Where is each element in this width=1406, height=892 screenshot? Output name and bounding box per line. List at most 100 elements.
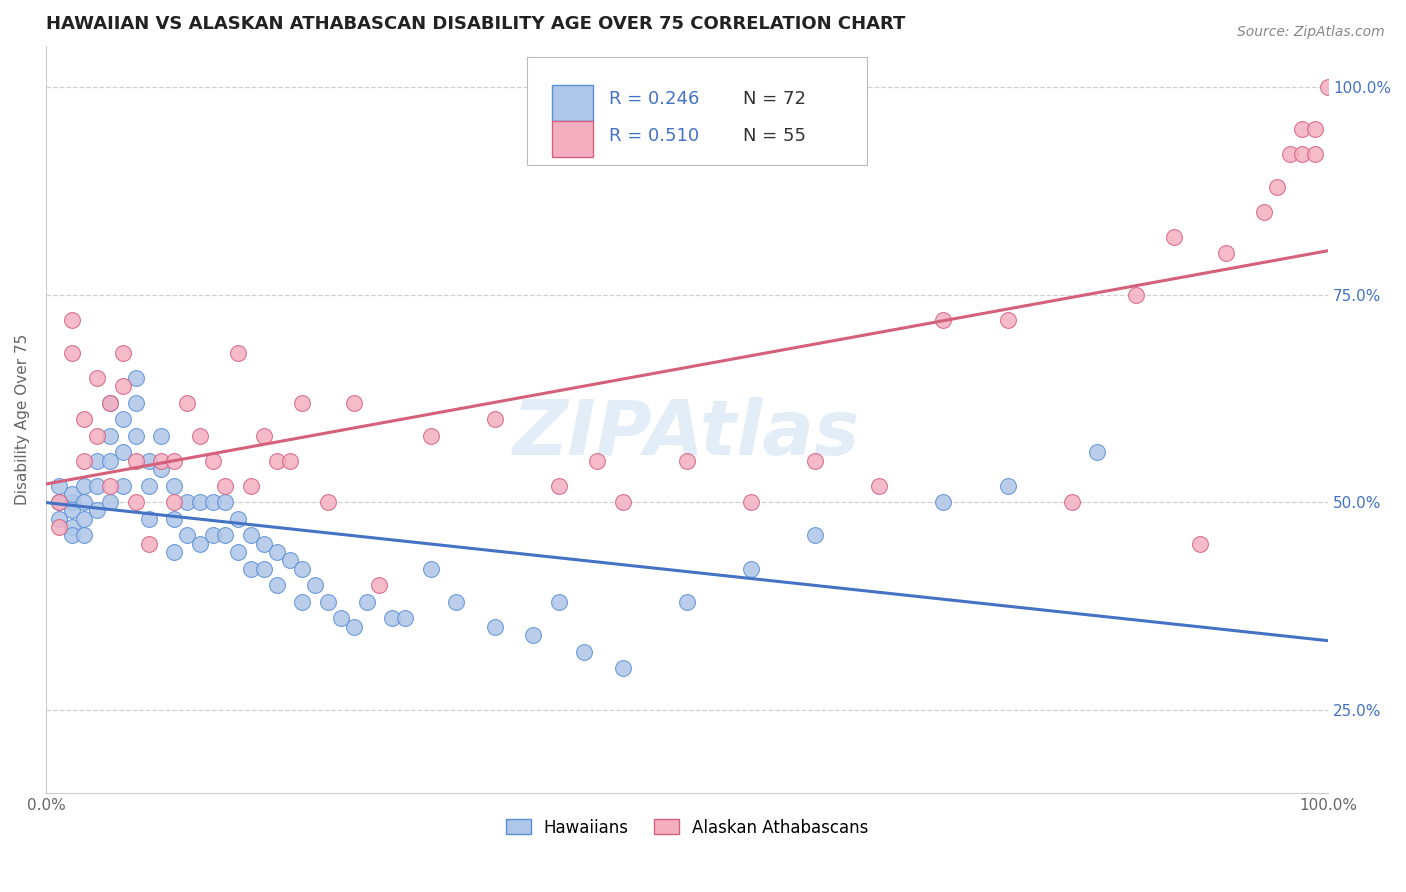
Point (60, 520, 83, 534)
Point (226, 512, 249, 526)
Point (1253, 204, 1275, 219)
Y-axis label: Disability Age Over 75: Disability Age Over 75 (15, 334, 30, 505)
Point (86, 453, 108, 467)
Point (547, 595, 569, 609)
Point (73, 412, 96, 426)
Point (163, 478, 186, 492)
Point (60, 503, 83, 517)
Point (394, 611, 416, 625)
Point (484, 412, 506, 426)
Point (316, 495, 339, 509)
Point (150, 429, 173, 443)
Point (48, 495, 70, 509)
Point (60, 487, 83, 501)
Point (997, 312, 1019, 326)
Point (111, 412, 134, 426)
Point (1215, 246, 1237, 260)
Point (201, 495, 224, 509)
Point (48, 495, 70, 509)
Point (676, 453, 699, 467)
Point (240, 561, 263, 575)
Text: Source: ZipAtlas.com: Source: ZipAtlas.com (1237, 25, 1385, 39)
Point (48, 478, 70, 492)
Point (138, 453, 160, 467)
Point (240, 478, 263, 492)
Point (48, 520, 70, 534)
Point (60, 495, 83, 509)
Point (1305, 121, 1327, 136)
Point (1188, 536, 1211, 550)
Point (266, 545, 288, 559)
Point (446, 595, 468, 609)
Point (214, 495, 236, 509)
Point (150, 453, 173, 467)
Point (138, 478, 160, 492)
Point (266, 453, 288, 467)
Point (201, 453, 224, 467)
Point (547, 478, 569, 492)
Point (1317, 80, 1340, 95)
Point (740, 495, 762, 509)
Point (111, 379, 134, 393)
Point (214, 528, 236, 542)
Point (291, 561, 314, 575)
Point (484, 620, 506, 634)
Point (125, 495, 148, 509)
Point (419, 561, 441, 575)
Point (343, 620, 366, 634)
Point (291, 395, 314, 409)
Point (304, 578, 326, 592)
Point (86, 478, 108, 492)
Point (586, 453, 609, 467)
Point (1085, 445, 1108, 459)
Point (176, 395, 198, 409)
Point (163, 545, 186, 559)
Point (60, 528, 83, 542)
FancyBboxPatch shape (527, 57, 866, 165)
FancyBboxPatch shape (553, 121, 593, 157)
Point (932, 495, 955, 509)
Point (381, 611, 404, 625)
Point (676, 595, 699, 609)
Point (932, 312, 955, 326)
Point (278, 553, 301, 567)
Point (98, 429, 121, 443)
Point (291, 595, 314, 609)
Point (125, 370, 148, 384)
Point (1305, 146, 1327, 161)
Point (612, 661, 634, 675)
Point (253, 429, 276, 443)
Point (522, 628, 544, 642)
Point (188, 495, 211, 509)
Point (125, 429, 148, 443)
Point (266, 578, 288, 592)
Point (60, 345, 83, 359)
Point (356, 595, 378, 609)
Point (188, 536, 211, 550)
Point (343, 395, 366, 409)
Point (253, 536, 276, 550)
Point (253, 561, 276, 575)
Text: N = 72: N = 72 (744, 90, 807, 108)
Point (163, 495, 186, 509)
Point (1060, 495, 1083, 509)
Point (1163, 229, 1185, 244)
Point (1125, 287, 1147, 301)
Point (226, 345, 249, 359)
Point (574, 644, 596, 658)
Point (278, 453, 301, 467)
Point (868, 478, 890, 492)
Point (98, 453, 121, 467)
Point (98, 478, 121, 492)
Text: R = 0.246: R = 0.246 (609, 90, 699, 108)
FancyBboxPatch shape (553, 85, 593, 121)
Point (98, 395, 121, 409)
Point (125, 453, 148, 467)
Point (214, 478, 236, 492)
Point (111, 445, 134, 459)
Point (226, 545, 249, 559)
Point (111, 345, 134, 359)
Text: ZIPAtlas: ZIPAtlas (513, 397, 860, 471)
Text: N = 55: N = 55 (744, 128, 807, 145)
Point (176, 495, 198, 509)
